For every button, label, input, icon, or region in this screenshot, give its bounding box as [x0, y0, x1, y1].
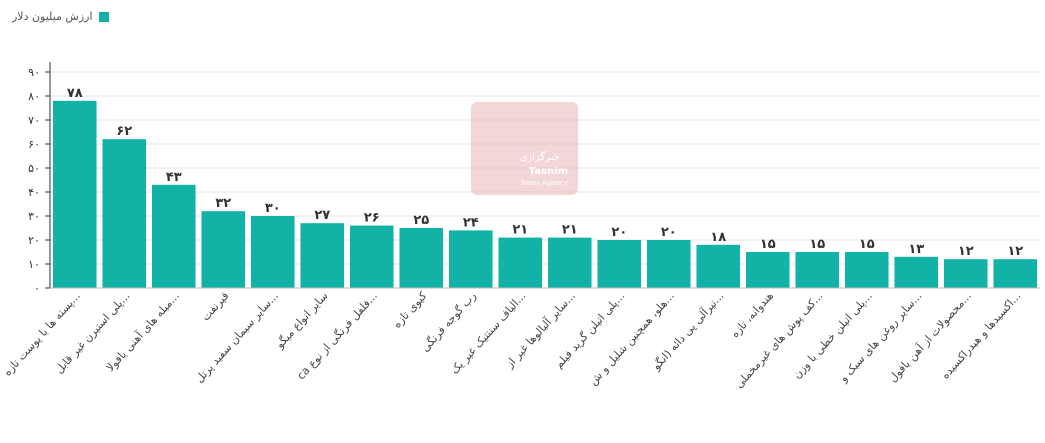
x-tick-label: سایر سیمان سفید پرتل... — [193, 289, 281, 385]
x-tick-label: هلو، همچنین شلیل و ش... — [587, 289, 677, 387]
x-tick-label: کف پوش های غیرمخملی... — [732, 289, 825, 390]
bar[interactable] — [498, 237, 543, 288]
x-tick-label: سایر روغن های سبک و... — [836, 289, 924, 385]
data-label: ۱۳ — [908, 242, 924, 257]
x-tick-label: هندوانه، تازه — [728, 289, 776, 340]
bar[interactable] — [696, 244, 741, 288]
data-label: ۲۰ — [611, 225, 627, 240]
data-label: ۱۲ — [1007, 244, 1023, 259]
data-label: ۲۴ — [463, 215, 479, 230]
y-tick-label: ۴۰ — [28, 186, 40, 199]
watermark-line3: News Agency — [521, 179, 568, 187]
watermark-line2: Tasnim — [529, 166, 568, 177]
legend[interactable]: ارزش میلیون دلار — [12, 10, 109, 23]
x-tick-label: محصولات از آهن یافول... — [885, 289, 974, 385]
x-axis: پسته ها با پوست تازه...پلی استیرن غیر قا… — [1, 287, 1040, 391]
y-tick-label: ۰ — [34, 282, 40, 295]
bar[interactable] — [646, 240, 691, 288]
data-label: ۱۲ — [958, 244, 974, 259]
data-label: ۱۵ — [760, 237, 776, 252]
data-label: ۱۵ — [859, 237, 875, 252]
bar[interactable] — [795, 252, 840, 288]
bar[interactable] — [894, 256, 939, 288]
data-label: ۲۷ — [314, 208, 330, 223]
data-label: ۷۸ — [67, 86, 83, 101]
y-tick-label: ۷۰ — [28, 114, 40, 127]
data-label: ۶۲ — [116, 124, 132, 139]
bar[interactable] — [250, 216, 295, 288]
data-label: ۲۶ — [364, 211, 380, 226]
bar[interactable] — [597, 240, 642, 288]
data-label: ۲۵ — [413, 213, 429, 228]
watermark-box — [471, 102, 578, 195]
bar[interactable] — [844, 252, 889, 288]
bar[interactable] — [201, 211, 246, 288]
y-tick-label: ۸۰ — [28, 90, 40, 103]
bar[interactable] — [399, 228, 444, 288]
watermark-line1: خبرگزاری — [520, 151, 560, 163]
y-tick-label: ۳۰ — [28, 210, 40, 223]
bar[interactable] — [448, 230, 493, 288]
y-tick-label: ۶۰ — [28, 138, 40, 151]
data-label: ۲۱ — [562, 223, 578, 238]
y-tick-label: ۹۰ — [28, 66, 40, 79]
bar[interactable] — [993, 259, 1038, 288]
data-label: ۳۰ — [265, 201, 281, 216]
bar[interactable] — [151, 184, 196, 288]
bar[interactable] — [349, 225, 394, 288]
y-tick-label: ۱۰ — [28, 258, 40, 271]
legend-label: ارزش میلیون دلار — [12, 10, 93, 23]
bar[interactable] — [52, 100, 97, 288]
bars: ۷۸ ۶۲ ۴۳ ۳۲ ۳۰ ۲۷ ۲۶ ۲۵ ۲۴ ۲۱ ۲۱ ۲۰ ۲۰ ۱۸ ۱۵ ۱۵ ۱۵ ۱۳ ۱۲ ۱۲ — [52, 86, 1038, 288]
x-tick-label: کیوی تازه — [390, 289, 430, 331]
data-label: ۳۲ — [215, 196, 231, 211]
data-label: ۲۰ — [661, 225, 677, 240]
data-label: ۴۳ — [166, 170, 182, 185]
y-axis: ۰ ۱۰ ۲۰ ۳۰ ۴۰ ۵۰ ۶۰ ۷۰ ۸۰ ۹۰ — [28, 62, 51, 295]
bar[interactable] — [300, 223, 345, 288]
y-tick-label: ۵۰ — [28, 162, 40, 175]
bar[interactable] — [943, 259, 988, 288]
bar[interactable] — [102, 139, 147, 288]
y-tick-label: ۲۰ — [28, 234, 40, 247]
legend-swatch — [98, 11, 109, 22]
bar[interactable] — [745, 252, 790, 288]
data-label: ۱۸ — [710, 230, 726, 245]
watermark-logo: خبرگزاری Tasnim News Agency — [471, 102, 578, 195]
bar[interactable] — [547, 237, 592, 288]
x-tick-label: قیرنفت — [199, 289, 231, 323]
data-label: ۲۱ — [512, 223, 528, 238]
data-label: ۱۵ — [809, 237, 825, 252]
